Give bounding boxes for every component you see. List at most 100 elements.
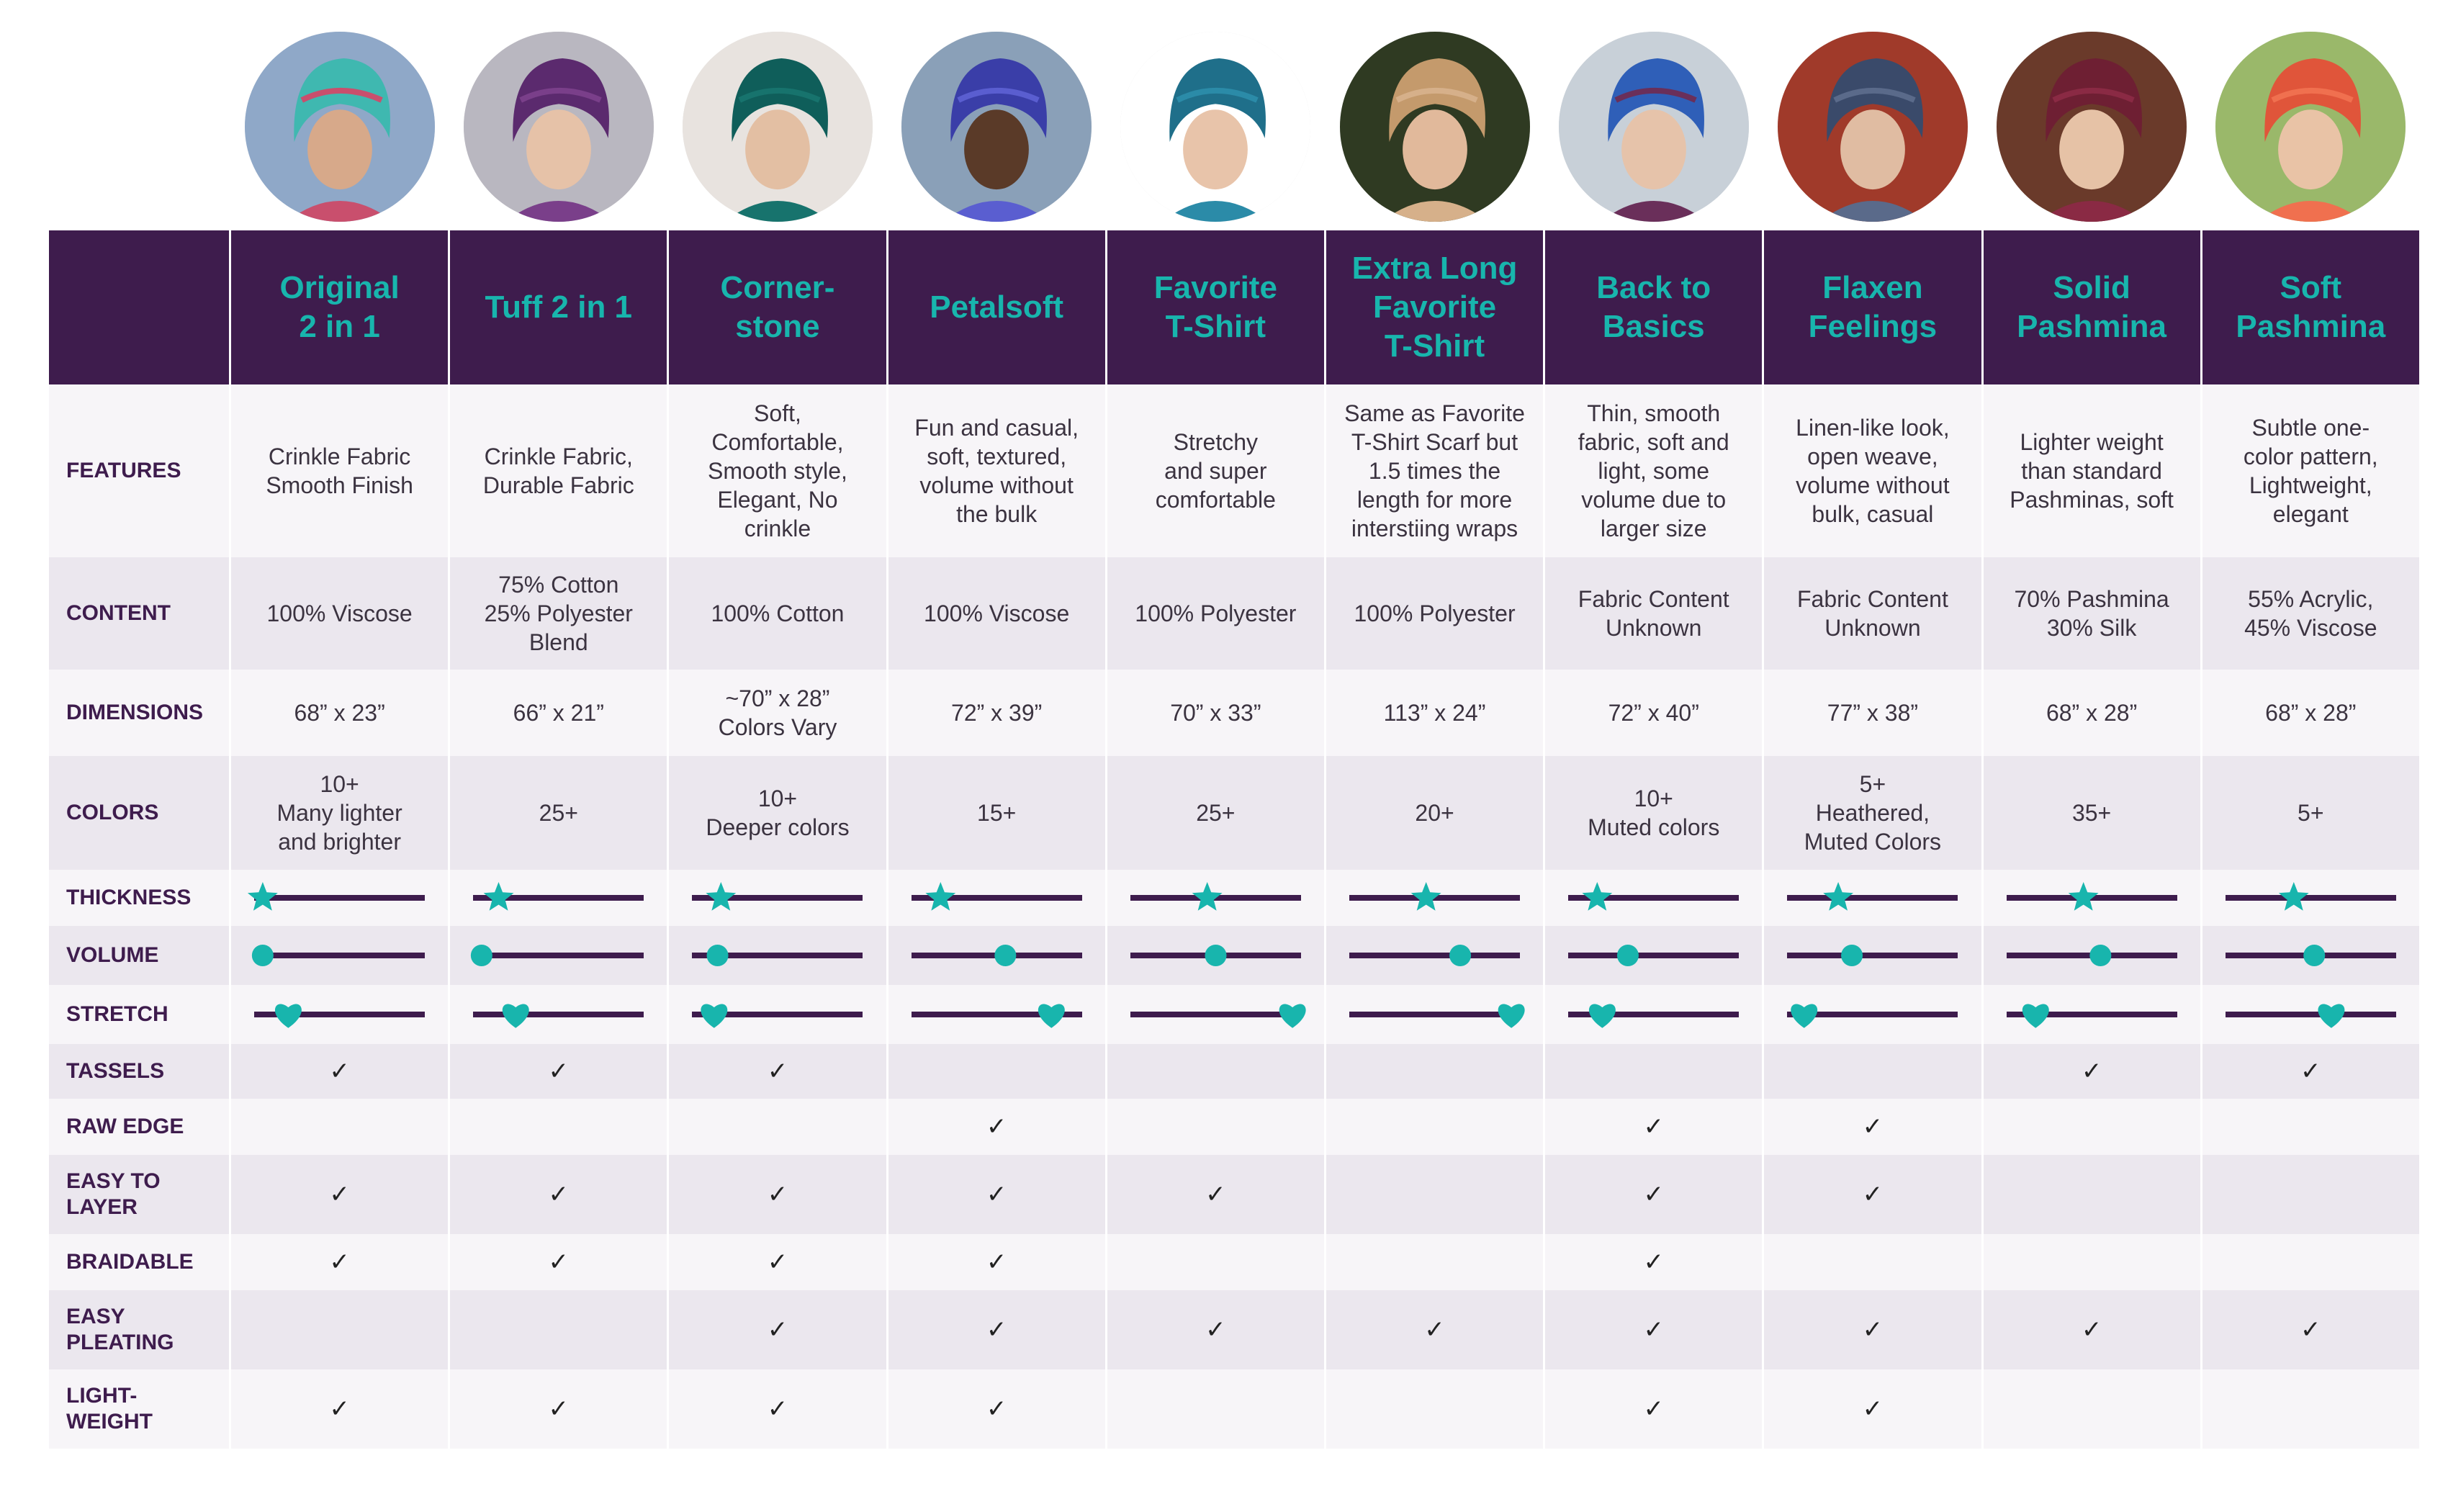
head-scarf-illustration	[1120, 32, 1311, 222]
raw-edge-cell	[1326, 1099, 1544, 1155]
easy-to-layer-cell: ✓	[1764, 1155, 1981, 1234]
content-cell: 100% Cotton	[669, 557, 886, 670]
check-icon: ✓	[1862, 1395, 1884, 1423]
product-name-header: Extra Long Favorite T-Shirt	[1326, 230, 1544, 384]
raw-edge-cell	[1983, 1099, 2200, 1155]
heart-icon	[2318, 1004, 2345, 1028]
easy-to-layer-cell: ✓	[888, 1155, 1105, 1234]
check-icon: ✓	[767, 1316, 788, 1344]
features-cell: Soft, Comfortable, Smooth style, Elegant…	[669, 384, 886, 557]
raw-edge-cell	[231, 1099, 449, 1155]
thickness-slider-graphic	[1349, 882, 1521, 911]
lightweight-cell: ✓	[1545, 1369, 1763, 1449]
heart-icon	[1038, 1004, 1065, 1028]
head-scarf-illustration	[1778, 32, 1968, 222]
features-cell: Linen-like look, open weave, volume with…	[1764, 384, 1981, 557]
raw-edge-cell	[2202, 1099, 2419, 1155]
star-icon	[1582, 882, 1613, 911]
check-icon: ✓	[548, 1395, 570, 1423]
easy-pleating-cell: ✓	[1326, 1290, 1544, 1369]
thickness-slider-graphic	[1787, 882, 1958, 911]
tassels-cell	[888, 1044, 1105, 1099]
volume-slider-graphic	[1130, 945, 1301, 966]
product-photo-7	[1778, 32, 1968, 222]
easy-pleating-cell	[450, 1290, 667, 1369]
product-photo-4	[1120, 32, 1311, 222]
raw-edge-cell	[669, 1099, 886, 1155]
easy-pleating-cell: ✓	[669, 1290, 886, 1369]
circle-icon	[1449, 945, 1472, 966]
volume-scale	[1545, 926, 1763, 985]
check-icon: ✓	[329, 1248, 350, 1276]
easy-to-layer-cell: ✓	[669, 1155, 886, 1234]
check-icon: ✓	[548, 1248, 570, 1276]
product-name-header: Soft Pashmina	[2202, 230, 2419, 384]
check-icon: ✓	[1205, 1181, 1226, 1208]
product-name-header: Original 2 in 1	[231, 230, 449, 384]
circle-icon	[707, 945, 729, 966]
volume-slider-graphic	[251, 945, 426, 966]
features-cell: Fun and casual, soft, textured, volume w…	[888, 384, 1105, 557]
stretch-slider-graphic	[2225, 1004, 2396, 1028]
braidable-cell	[1764, 1234, 1981, 1290]
check-icon: ✓	[767, 1395, 788, 1423]
circle-icon	[1841, 945, 1863, 966]
tassels-cell	[1545, 1044, 1763, 1099]
stretch-slider-graphic	[254, 1004, 426, 1028]
check-icon: ✓	[329, 1395, 350, 1423]
circle-icon	[471, 945, 493, 966]
check-icon: ✓	[986, 1316, 1007, 1344]
easy-pleating-cell: ✓	[1764, 1290, 1981, 1369]
product-photo-5	[1339, 32, 1530, 222]
dimensions-cell: 66” x 21”	[450, 670, 667, 756]
volume-scale	[1983, 926, 2200, 985]
circle-icon	[251, 945, 274, 966]
features-cell: Same as Favorite T-Shirt Scarf but 1.5 t…	[1326, 384, 1544, 557]
stretch-slider-graphic	[2006, 1004, 2177, 1028]
volume-slider-graphic	[1568, 945, 1740, 966]
dimensions-cell: 68” x 23”	[231, 670, 449, 756]
check-icon: ✓	[986, 1181, 1007, 1208]
content-cell: Fabric Content Unknown	[1545, 557, 1763, 670]
thickness-scale	[888, 870, 1105, 926]
stretch-scale	[1983, 985, 2200, 1044]
check-icon: ✓	[767, 1058, 788, 1085]
thickness-slider-graphic	[2225, 882, 2396, 911]
tassels-cell: ✓	[669, 1044, 886, 1099]
braidable-cell	[1107, 1234, 1324, 1290]
stretch-scale	[231, 985, 449, 1044]
check-icon: ✓	[1643, 1395, 1664, 1423]
tassels-cell: ✓	[2202, 1044, 2419, 1099]
row-label-colors: COLORS	[49, 756, 229, 870]
easy-to-layer-cell	[2202, 1155, 2419, 1234]
raw-edge-cell	[450, 1099, 667, 1155]
thickness-scale	[1983, 870, 2200, 926]
dimensions-cell: 77” x 38”	[1764, 670, 1981, 756]
circle-icon	[2303, 945, 2326, 966]
check-icon: ✓	[2300, 1316, 2321, 1344]
braidable-cell: ✓	[231, 1234, 449, 1290]
product-photo-3	[901, 32, 1092, 222]
star-icon	[483, 882, 514, 911]
stretch-scale	[669, 985, 886, 1044]
stretch-scale	[1326, 985, 1544, 1044]
heart-icon	[1498, 1004, 1525, 1028]
volume-slider-graphic	[2225, 945, 2396, 966]
easy-pleating-cell	[231, 1290, 449, 1369]
stretch-scale	[888, 985, 1105, 1044]
product-photo-1	[463, 32, 654, 222]
head-scarf-illustration	[244, 32, 435, 222]
lightweight-cell	[1107, 1369, 1324, 1449]
lightweight-cell	[1983, 1369, 2200, 1449]
content-cell: 100% Viscose	[231, 557, 449, 670]
star-icon	[706, 882, 737, 911]
stretch-slider-graphic	[692, 1004, 863, 1028]
colors-cell: 10+ Many lighter and brighter	[231, 756, 449, 870]
stretch-scale	[2202, 985, 2419, 1044]
tassels-cell	[1326, 1044, 1544, 1099]
head-scarf-illustration	[1339, 32, 1530, 222]
raw-edge-cell: ✓	[888, 1099, 1105, 1155]
check-icon: ✓	[329, 1058, 350, 1085]
braidable-cell	[1983, 1234, 2200, 1290]
features-cell: Lighter weight than standard Pashminas, …	[1983, 384, 2200, 557]
